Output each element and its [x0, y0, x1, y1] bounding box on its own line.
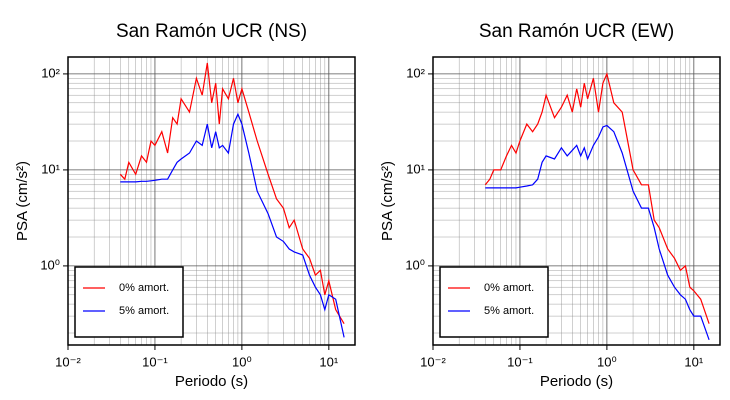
x-axis-label: Periodo (s)	[540, 373, 613, 390]
x-tick-label: 10⁻¹	[142, 354, 168, 369]
legend-label: 5% amort.	[119, 305, 169, 317]
series-line	[485, 124, 710, 341]
x-tick-label: 10¹	[684, 354, 703, 369]
y-tick-label: 10¹	[406, 161, 425, 176]
y-tick-label: 10²	[406, 65, 425, 80]
plot-frame	[432, 56, 721, 346]
legend-box	[439, 266, 549, 338]
plot-frame	[67, 56, 356, 346]
y-axis-label: PSA (cm/s²)	[14, 161, 31, 241]
x-tick-label: 10⁰	[232, 354, 252, 369]
y-tick-label: 10¹	[41, 161, 60, 176]
x-tick-label: 10¹	[319, 354, 338, 369]
x-tick-label: 10⁻²	[420, 354, 446, 369]
y-axis-label: PSA (cm/s²)	[379, 161, 396, 241]
chart-title: San Ramón UCR (NS)	[116, 21, 307, 42]
legend-label: 0% amort.	[119, 282, 169, 294]
series-line	[119, 62, 345, 325]
series-line	[120, 112, 345, 338]
legend-box	[74, 266, 184, 338]
series-line	[484, 72, 710, 324]
y-tick-label: 10⁰	[405, 257, 425, 272]
y-tick-label: 10²	[41, 65, 60, 80]
y-tick-label: 10⁰	[40, 257, 60, 272]
x-axis-label: Periodo (s)	[175, 373, 248, 390]
x-tick-label: 10⁰	[597, 354, 617, 369]
chart-title: San Ramón UCR (EW)	[479, 21, 674, 42]
legend-label: 5% amort.	[484, 305, 534, 317]
x-tick-label: 10⁻¹	[507, 354, 533, 369]
legend-label: 0% amort.	[484, 282, 534, 294]
x-tick-label: 10⁻²	[55, 354, 81, 369]
